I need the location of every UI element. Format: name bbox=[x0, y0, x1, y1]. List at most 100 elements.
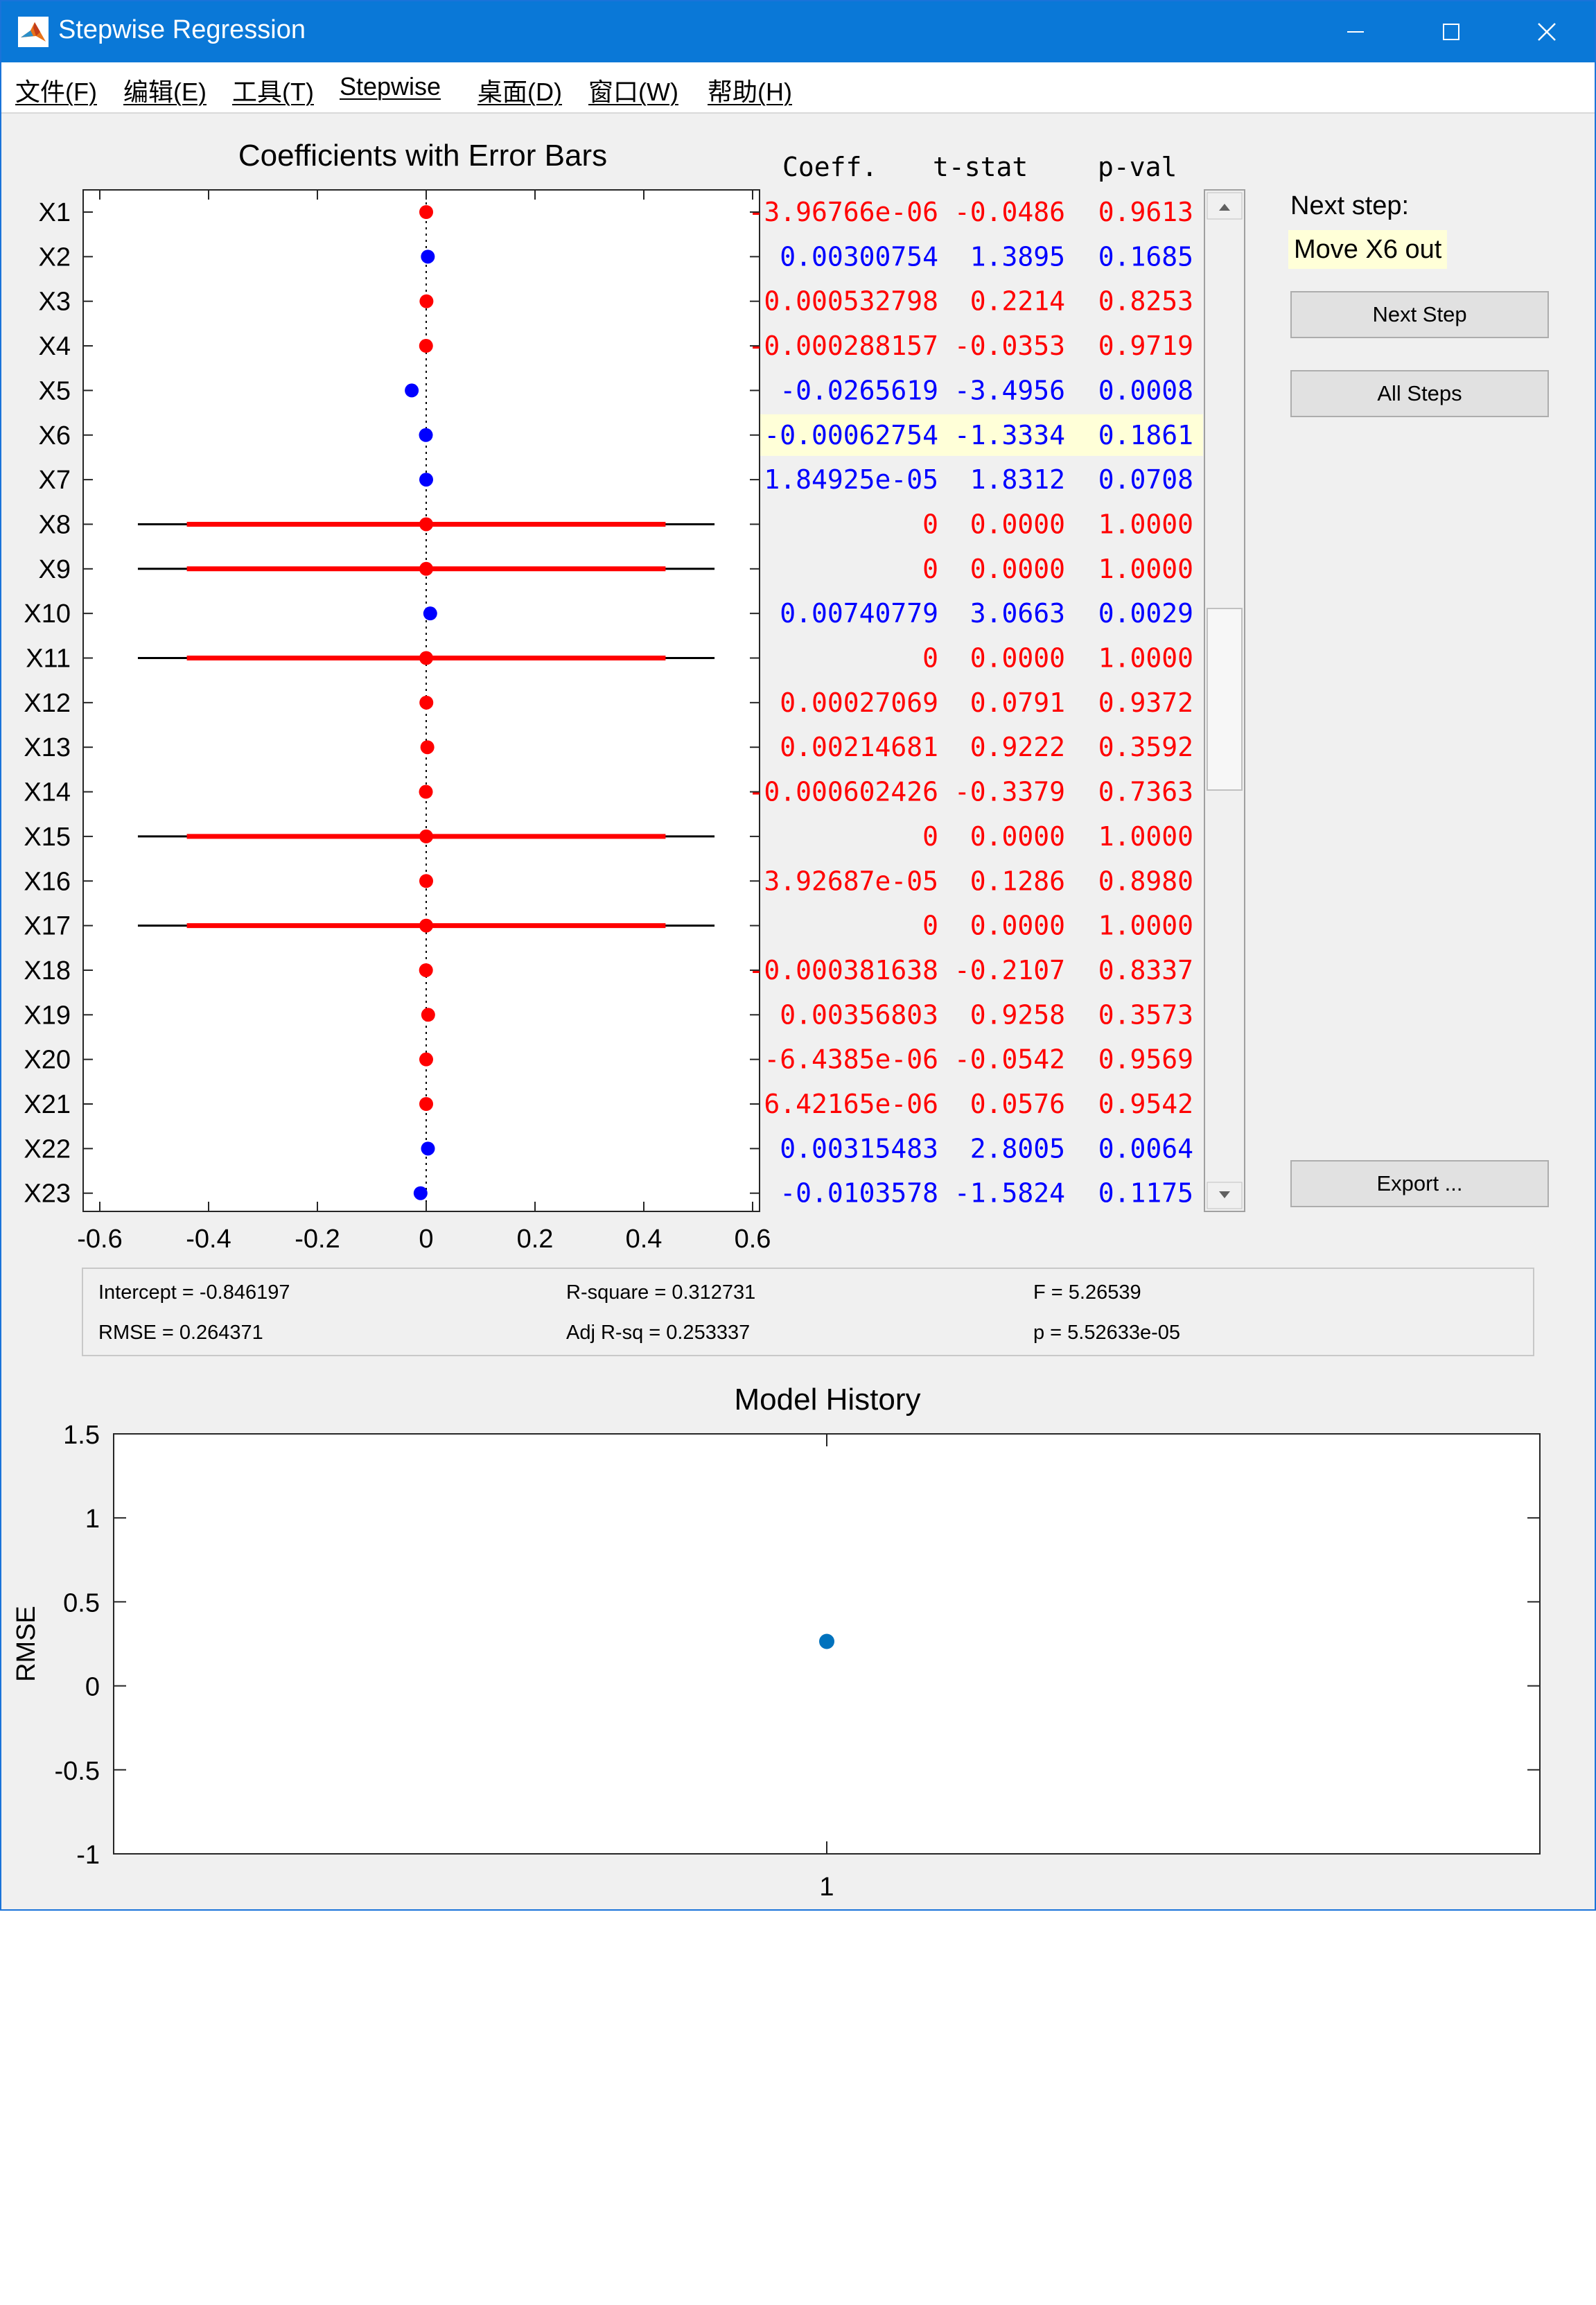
tstat-value: 0.9258 bbox=[970, 999, 1065, 1030]
title-bar[interactable]: Stepwise Regression bbox=[1, 1, 1595, 62]
coef-term-label: X7 bbox=[39, 466, 71, 495]
coef-value: 3.92687e-05 bbox=[764, 866, 938, 896]
coef-point bbox=[419, 1097, 433, 1111]
coef-point bbox=[419, 874, 433, 888]
coef-axes[interactable] bbox=[82, 189, 760, 1212]
coef-term-label: X17 bbox=[24, 912, 71, 941]
close-button[interactable] bbox=[1499, 1, 1595, 62]
coef-x-tick-label: -0.6 bbox=[77, 1225, 122, 1254]
coefficient-panel: Coefficients with Error Bars Coeff. t-st… bbox=[24, 139, 1245, 1254]
pval-value: 0.1861 bbox=[1098, 420, 1193, 450]
header-coeff: Coeff. bbox=[782, 152, 877, 182]
header-pval: p-val bbox=[1098, 152, 1177, 182]
pval-value: 0.8980 bbox=[1098, 866, 1193, 896]
coef-term-label: X22 bbox=[24, 1134, 71, 1164]
coef-marks: X1 X2 X3 X4 X5 X6 X7 X8 X9 X10 X11 X12 X13 X14 X15 X16 X… bbox=[24, 198, 760, 1209]
export-button[interactable]: Export ... bbox=[1290, 1160, 1549, 1207]
coef-x-tick-label: -0.2 bbox=[295, 1225, 340, 1254]
coef-point bbox=[419, 651, 433, 665]
coef-value: 0 bbox=[922, 509, 938, 539]
coef-point bbox=[419, 339, 433, 353]
pval-value: 0.0064 bbox=[1098, 1133, 1193, 1164]
minimize-button[interactable] bbox=[1308, 1, 1403, 62]
tstat-value: 0.0000 bbox=[970, 509, 1065, 539]
stat-rmse: RMSE = 0.264371 bbox=[98, 1322, 263, 1344]
coef-x-ticks: -0.6 -0.4 -0.2 0 0.2 0.4 0.6 bbox=[77, 190, 771, 1254]
coef-point bbox=[419, 695, 434, 710]
tstat-value: -1.3334 bbox=[954, 420, 1065, 450]
coef-point bbox=[419, 918, 433, 933]
tstat-value: 0.9222 bbox=[970, 732, 1065, 762]
coef-value: -0.0103578 bbox=[780, 1178, 938, 1209]
pval-value: 0.9372 bbox=[1098, 687, 1193, 718]
coef-point bbox=[419, 205, 433, 219]
coef-point bbox=[419, 829, 433, 843]
tstat-value: 2.8005 bbox=[970, 1133, 1065, 1164]
coef-table[interactable]: -3.96766e-06 -0.0486 0.9613 0.00300754 1.389… bbox=[748, 197, 1193, 1209]
menu-help[interactable]: 帮助(H) bbox=[708, 78, 792, 106]
coef-value: -0.000288157 bbox=[748, 331, 938, 361]
coef-value: -0.0265619 bbox=[780, 375, 938, 405]
menu-stepwise[interactable]: Stepwise bbox=[340, 72, 441, 100]
coef-value: 0.00027069 bbox=[780, 687, 938, 718]
pval-value: 0.3573 bbox=[1098, 999, 1193, 1030]
coef-term-label: X2 bbox=[39, 243, 71, 272]
coef-term-label: X14 bbox=[24, 778, 71, 807]
vertical-scrollbar[interactable] bbox=[1204, 189, 1245, 1212]
coef-x-tick-label: 0.6 bbox=[735, 1225, 771, 1254]
coef-term-label: X10 bbox=[24, 599, 71, 629]
coef-term-label: X21 bbox=[24, 1090, 71, 1119]
coef-point bbox=[419, 517, 433, 532]
pval-value: 0.0708 bbox=[1098, 464, 1193, 495]
pval-value: 0.8253 bbox=[1098, 286, 1193, 317]
history-point bbox=[819, 1633, 834, 1649]
coef-point bbox=[419, 473, 433, 487]
tstat-value: 1.8312 bbox=[970, 464, 1065, 495]
tstat-value: -0.3379 bbox=[954, 777, 1065, 807]
coef-value: 0.000532798 bbox=[764, 286, 938, 317]
history-points bbox=[819, 1633, 834, 1649]
pval-value: 0.9613 bbox=[1098, 197, 1193, 227]
coef-term-label: X9 bbox=[39, 555, 71, 584]
menu-tools[interactable]: 工具(T) bbox=[232, 78, 314, 106]
history-y-tick-label: 0.5 bbox=[63, 1588, 100, 1618]
coef-value: 1.84925e-05 bbox=[764, 464, 938, 495]
scroll-up-icon bbox=[1219, 204, 1230, 211]
menu-file[interactable]: 文件(F) bbox=[15, 78, 97, 106]
window-title: Stepwise Regression bbox=[58, 15, 306, 44]
highlight-row bbox=[758, 414, 1203, 456]
pval-value: 0.9542 bbox=[1098, 1089, 1193, 1119]
menu-edit[interactable]: 编辑(E) bbox=[123, 78, 207, 106]
coef-point bbox=[419, 785, 433, 799]
stat-adjrsq: Adj R-sq = 0.253337 bbox=[566, 1322, 751, 1344]
all-steps-button[interactable]: All Steps bbox=[1290, 370, 1549, 417]
menu-desktop[interactable]: 桌面(D) bbox=[477, 78, 562, 106]
next-step-button[interactable]: Next Step bbox=[1290, 291, 1549, 338]
coef-x-tick-label: -0.4 bbox=[186, 1225, 231, 1254]
coef-term-label: X6 bbox=[39, 421, 71, 450]
pval-value: 0.1175 bbox=[1098, 1178, 1193, 1209]
pval-value: 0.7363 bbox=[1098, 777, 1193, 807]
tstat-value: 0.0000 bbox=[970, 821, 1065, 852]
pval-value: 0.1685 bbox=[1098, 241, 1193, 272]
coef-value: 0.00315483 bbox=[780, 1133, 938, 1164]
menu-window[interactable]: 窗口(W) bbox=[588, 78, 678, 106]
coef-point bbox=[423, 606, 437, 621]
tstat-value: 0.0000 bbox=[970, 911, 1065, 941]
stat-rsquare: R-square = 0.312731 bbox=[566, 1281, 756, 1304]
coef-value: 0.00740779 bbox=[780, 598, 938, 629]
minimize-icon bbox=[1347, 31, 1364, 33]
maximize-button[interactable] bbox=[1403, 1, 1499, 62]
coef-x-tick-label: 0.4 bbox=[626, 1225, 663, 1254]
tstat-value: -0.0542 bbox=[954, 1044, 1065, 1075]
tstat-value: 0.1286 bbox=[970, 866, 1065, 896]
scroll-thumb[interactable] bbox=[1207, 608, 1243, 791]
coef-value: 0 bbox=[922, 911, 938, 941]
coef-term-label: X16 bbox=[24, 867, 71, 896]
all-steps-button-label: All Steps bbox=[1377, 381, 1462, 405]
coef-term-label: X19 bbox=[24, 1001, 71, 1030]
coef-value: -0.000381638 bbox=[748, 955, 938, 985]
history-title: Model History bbox=[735, 1383, 921, 1417]
model-stats-panel: Intercept = -0.846197 R-square = 0.31273… bbox=[82, 1268, 1534, 1356]
history-x-ticks: 1 bbox=[819, 1434, 834, 1902]
